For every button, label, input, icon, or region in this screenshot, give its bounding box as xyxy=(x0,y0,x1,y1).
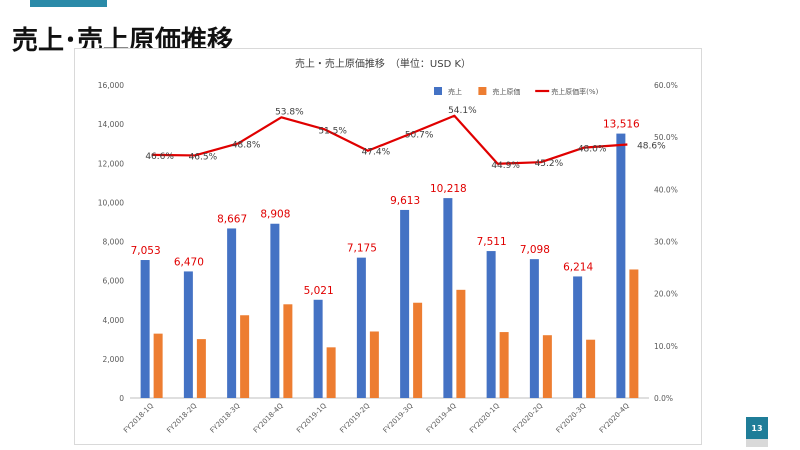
category-label: FY2019-1Q xyxy=(295,401,328,434)
bar-sales xyxy=(313,299,323,398)
bar-sales xyxy=(486,251,496,398)
right-axis-tick-label: 40.0% xyxy=(654,185,678,194)
ratio-data-label: 47.4% xyxy=(362,148,391,158)
sales-data-label: 6,214 xyxy=(563,261,593,273)
category-label: FY2020-3Q xyxy=(555,401,588,434)
sales-data-label: 6,470 xyxy=(174,256,204,268)
category-label: FY2019-2Q xyxy=(338,401,371,434)
bar-cost xyxy=(586,339,596,398)
top-accent-bar xyxy=(30,0,107,7)
bar-cost xyxy=(629,269,639,398)
chart-frame xyxy=(74,48,702,445)
sales-data-label: 8,667 xyxy=(217,213,247,225)
legend-label-2: 売上原価率(%) xyxy=(551,87,598,96)
category-label: FY2020-2Q xyxy=(511,401,544,434)
right-axis-tick-label: 60.0% xyxy=(654,81,678,90)
sales-cost-chart: 売上・売上原価推移 （単位：USD K） 売上 売上原価 売上原価率(%) 0 2,000… xyxy=(98,57,678,435)
ratio-data-label: 48.0% xyxy=(578,145,607,155)
left-axis-tick-label: 14,000 xyxy=(98,120,124,129)
sales-data-label: 5,021 xyxy=(304,285,334,297)
right-axis-tick-label: 50.0% xyxy=(654,133,678,142)
right-axis-tick-label: 10.0% xyxy=(654,342,678,351)
sales-data-label: 7,511 xyxy=(477,236,507,248)
bar-cost xyxy=(240,315,250,398)
ratio-data-label: 46.6% xyxy=(145,152,174,162)
bar-sales xyxy=(443,198,453,398)
left-axis-tick-label: 4,000 xyxy=(103,316,125,325)
chart-title: 売上・売上原価推移 （単位：USD K） xyxy=(295,57,471,70)
ratio-data-label: 50.7% xyxy=(405,131,434,141)
ratio-data-label: 46.5% xyxy=(189,152,218,162)
page-number: 13 xyxy=(746,417,768,439)
ratio-data-label: 53.8% xyxy=(275,107,304,117)
category-label: FY2018-1Q xyxy=(122,401,155,434)
category-label: FY2018-3Q xyxy=(209,401,242,434)
bar-cost xyxy=(499,332,509,398)
bar-cost xyxy=(283,304,293,398)
left-axis-tick-label: 16,000 xyxy=(98,81,124,90)
sales-data-label: 7,175 xyxy=(347,243,377,255)
ratio-data-label: 48.8% xyxy=(232,140,261,150)
bar-cost xyxy=(542,335,552,398)
bar-sales xyxy=(270,223,280,398)
legend-swatch-0 xyxy=(434,87,442,95)
bar-cost xyxy=(153,333,163,398)
ratio-data-label: 51.5% xyxy=(318,126,347,136)
left-axis-tick-label: 10,000 xyxy=(98,198,124,207)
bar-cost xyxy=(369,331,379,398)
bar-sales xyxy=(529,259,539,398)
page-number-tab xyxy=(746,439,768,447)
right-axis-tick-label: 20.0% xyxy=(654,290,678,299)
left-axis-tick-label: 6,000 xyxy=(103,277,125,286)
ratio-line xyxy=(151,114,628,165)
category-label: FY2018-2Q xyxy=(165,401,198,434)
ratio-data-label: 45.2% xyxy=(535,159,564,169)
ratio-data-label: 54.1% xyxy=(448,106,477,116)
left-axis-tick-label: 0 xyxy=(119,394,124,403)
sales-data-label: 10,218 xyxy=(430,183,467,195)
left-axis-tick-label: 12,000 xyxy=(98,159,124,168)
category-label: FY2020-1Q xyxy=(468,401,501,434)
sales-data-label: 7,053 xyxy=(131,245,161,257)
left-axis-tick-label: 2,000 xyxy=(103,355,125,364)
bar-sales xyxy=(356,257,366,398)
sales-data-label: 8,908 xyxy=(260,209,290,221)
bar-cost xyxy=(326,347,336,398)
ratio-data-label: 48.6% xyxy=(637,141,666,151)
bar-cost xyxy=(196,339,206,398)
bar-cost xyxy=(413,302,423,398)
legend-label-0: 売上 xyxy=(448,87,462,96)
sales-data-label: 7,098 xyxy=(520,244,550,256)
bar-sales xyxy=(183,271,193,398)
bar-sales xyxy=(227,228,237,398)
ratio-data-label: 44.9% xyxy=(491,161,520,171)
bar-cost xyxy=(456,289,466,398)
category-label: FY2018-4Q xyxy=(252,401,285,434)
bar-sales xyxy=(140,260,150,398)
sales-data-label: 13,516 xyxy=(603,119,640,131)
category-label: FY2019-3Q xyxy=(382,401,415,434)
right-axis-tick-label: 30.0% xyxy=(654,238,678,247)
category-label: FY2019-4Q xyxy=(425,401,458,434)
right-axis-tick-label: 0.0% xyxy=(654,394,673,403)
sales-data-label: 9,613 xyxy=(390,195,420,207)
legend-label-1: 売上原価 xyxy=(492,87,520,96)
left-axis-tick-label: 8,000 xyxy=(103,238,125,247)
bar-sales xyxy=(573,276,583,398)
category-label: FY2020-4Q xyxy=(598,401,631,434)
bar-sales xyxy=(400,209,410,398)
bar-sales xyxy=(616,133,626,398)
legend-swatch-1 xyxy=(478,87,487,95)
